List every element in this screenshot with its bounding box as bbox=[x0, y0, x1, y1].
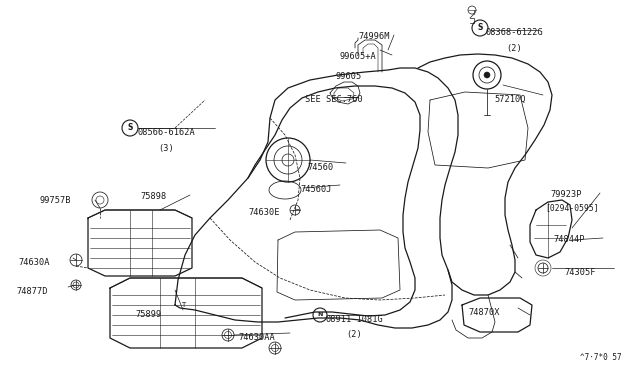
Text: 74630E: 74630E bbox=[248, 208, 280, 217]
Circle shape bbox=[484, 72, 490, 78]
Text: 74630A: 74630A bbox=[18, 258, 49, 267]
Text: (3): (3) bbox=[158, 144, 173, 153]
Text: 75899: 75899 bbox=[135, 310, 161, 319]
Text: SEE SEC.760: SEE SEC.760 bbox=[305, 95, 363, 104]
Text: [0294-0595]: [0294-0595] bbox=[545, 203, 598, 212]
Text: 99605+A: 99605+A bbox=[340, 52, 377, 61]
Text: 74305F: 74305F bbox=[564, 268, 595, 277]
Text: T: T bbox=[181, 302, 185, 308]
Text: 79923P: 79923P bbox=[550, 190, 582, 199]
Text: (2): (2) bbox=[506, 44, 522, 53]
Text: 74844P: 74844P bbox=[553, 235, 584, 244]
Text: 08368-6122G: 08368-6122G bbox=[486, 28, 544, 37]
Text: 74877D: 74877D bbox=[16, 287, 47, 296]
Text: 74996M: 74996M bbox=[358, 32, 390, 41]
Text: N: N bbox=[317, 312, 323, 317]
Text: 75898: 75898 bbox=[140, 192, 166, 201]
Text: 74630AA: 74630AA bbox=[238, 333, 275, 342]
Text: 57210Q: 57210Q bbox=[494, 95, 525, 104]
Text: 08566-6162A: 08566-6162A bbox=[138, 128, 196, 137]
Text: (2): (2) bbox=[346, 330, 362, 339]
Text: 74560: 74560 bbox=[307, 163, 333, 172]
Text: 74560J: 74560J bbox=[300, 185, 332, 194]
Text: ^7·7*0 57: ^7·7*0 57 bbox=[580, 353, 621, 362]
Text: 08911-1081G: 08911-1081G bbox=[326, 315, 384, 324]
Text: S: S bbox=[477, 23, 483, 32]
Text: 74870X: 74870X bbox=[468, 308, 499, 317]
Text: 99757B: 99757B bbox=[40, 196, 72, 205]
Text: S: S bbox=[127, 124, 132, 132]
Text: 99605: 99605 bbox=[336, 72, 362, 81]
